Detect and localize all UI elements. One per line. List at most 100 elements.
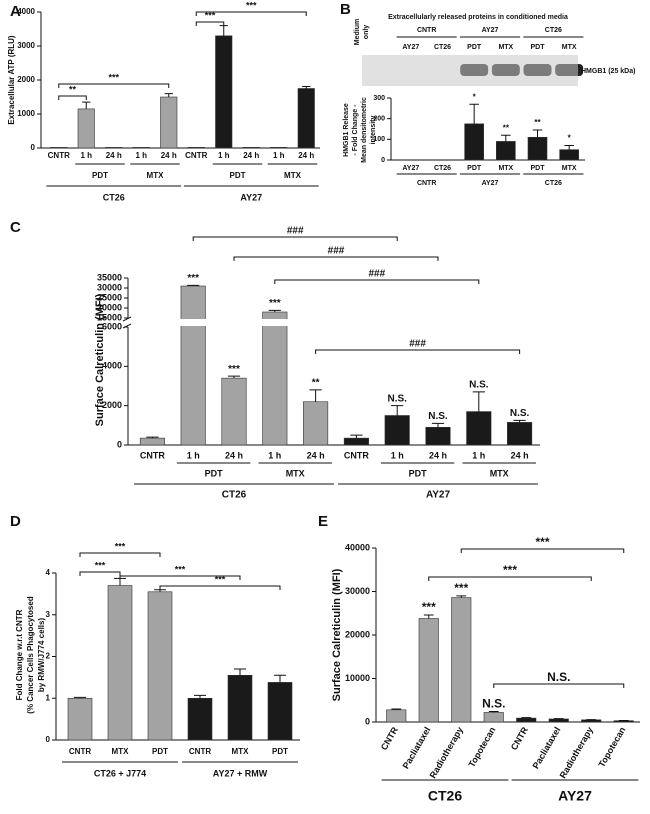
- y-axis-label: Surface Calreticulin (MFI): [331, 568, 343, 701]
- subgroup-label: MTX: [147, 171, 165, 180]
- bracket: [493, 683, 625, 688]
- subgroup-label: MTX: [490, 468, 509, 478]
- bar: [418, 618, 439, 723]
- bracket: [315, 349, 521, 354]
- bar: [303, 401, 329, 446]
- bracket-label: ***: [95, 560, 106, 570]
- panel-letter: E: [318, 513, 328, 530]
- bar: [384, 415, 410, 446]
- y-tick-label: 20000: [97, 302, 122, 312]
- x-tick-label: 1 h: [268, 450, 281, 460]
- blot-band-label: HMGB1 (25 kDa): [581, 68, 635, 75]
- error-bar: [532, 129, 543, 138]
- x-tick-label: CNTR: [185, 151, 207, 160]
- bar: [451, 597, 472, 723]
- bracket-label: **: [69, 84, 77, 94]
- y-tick-label: 2: [46, 652, 51, 661]
- x-tick-label: 24 h: [161, 151, 177, 160]
- x-tick-label: 24 h: [243, 151, 259, 160]
- bar: [297, 88, 315, 149]
- bar: [262, 311, 288, 446]
- group-label: CNTR: [417, 180, 436, 187]
- bracket: [233, 256, 439, 261]
- bar: [496, 141, 516, 161]
- error-bar: [423, 614, 434, 619]
- error-bar: [456, 595, 467, 598]
- bar: [77, 108, 95, 149]
- error-bar: [219, 25, 228, 36]
- x-tick-label: PDT: [467, 165, 482, 172]
- error-bar: [431, 422, 445, 428]
- bracket: [195, 21, 225, 26]
- blot-group-label: CT26: [545, 27, 562, 34]
- x-tick-label: Topotecan: [466, 725, 497, 769]
- blot-group-label: AY27: [482, 27, 499, 34]
- significance-label: N.S.: [482, 697, 505, 711]
- bracket-label: ***: [115, 541, 126, 551]
- x-tick-label: PDT: [152, 747, 168, 756]
- x-tick-label: Radiotherapy: [428, 725, 465, 780]
- y-tick-label: 0: [117, 439, 122, 449]
- bar: [386, 709, 407, 723]
- panel-letter: A: [10, 3, 21, 20]
- panel-letter: D: [10, 513, 21, 530]
- subgroup-label: MTX: [284, 171, 302, 180]
- blot-lane-label: CT26: [434, 44, 451, 51]
- y-tick-label: 3000: [17, 41, 35, 50]
- y-tick-label: 30000: [345, 586, 370, 596]
- bar: [559, 149, 579, 161]
- error-bar: [187, 284, 200, 286]
- bar: [139, 437, 165, 446]
- bracket: [192, 236, 398, 241]
- bracket: [119, 575, 241, 580]
- x-tick-label: 24 h: [307, 450, 325, 460]
- error-bar: [194, 694, 206, 699]
- x-tick-label: MTX: [232, 747, 250, 756]
- group-label: AY27: [240, 192, 262, 202]
- x-tick-label: 1 h: [273, 151, 285, 160]
- error-bar: [154, 589, 166, 592]
- x-tick-label: Topotecan: [596, 725, 627, 769]
- x-tick-label: 1 h: [391, 450, 404, 460]
- bar: [107, 585, 133, 741]
- blot-lane-label: PDT: [531, 44, 546, 51]
- error-bar: [350, 434, 363, 439]
- x-tick-label: AY27: [402, 165, 419, 172]
- x-tick-label: CNTR: [509, 725, 530, 752]
- bracket-label: ***: [205, 10, 216, 20]
- bar: [270, 147, 288, 149]
- significance-label: N.S.: [469, 380, 489, 391]
- blot-lane-label: PDT: [467, 44, 482, 51]
- y-tick-label: 25000: [97, 292, 122, 302]
- x-tick-label: 1 h: [187, 450, 200, 460]
- x-tick-label: MTX: [112, 747, 130, 756]
- significance-label: ***: [228, 364, 240, 375]
- x-tick-label: MTX: [498, 165, 513, 172]
- y-tick-label: 6000: [102, 321, 122, 331]
- bracket-label: ***: [175, 564, 186, 574]
- bracket: [58, 83, 170, 88]
- error-bar: [564, 145, 574, 150]
- significance-label: **: [503, 123, 510, 132]
- bar: [267, 682, 293, 741]
- x-tick-label: Pacliataxel: [531, 725, 563, 770]
- bar: [215, 35, 233, 149]
- significance-label: *: [473, 92, 477, 101]
- y-tick-label: 2000: [102, 400, 122, 410]
- x-tick-label: 24 h: [106, 151, 122, 160]
- subgroup-label: MTX: [286, 468, 305, 478]
- error-bar: [513, 419, 526, 423]
- y-axis-label: (% Cancer Cells Phagocytosed: [26, 596, 35, 713]
- y-tick-label: 0: [31, 143, 36, 152]
- significance-label: **: [312, 378, 320, 389]
- significance-label: *: [568, 134, 572, 143]
- bracket: [460, 548, 625, 553]
- y-axis-label: - Fold Change -: [352, 104, 359, 156]
- x-tick-label: PDT: [531, 165, 546, 172]
- significance-label: N.S.: [428, 411, 448, 422]
- group-label: AY27: [482, 180, 499, 187]
- bar: [483, 712, 504, 723]
- blot-lane-label: MTX: [562, 44, 577, 51]
- x-tick-label: Pacliataxel: [401, 725, 433, 770]
- axis-break-mark: [122, 316, 132, 329]
